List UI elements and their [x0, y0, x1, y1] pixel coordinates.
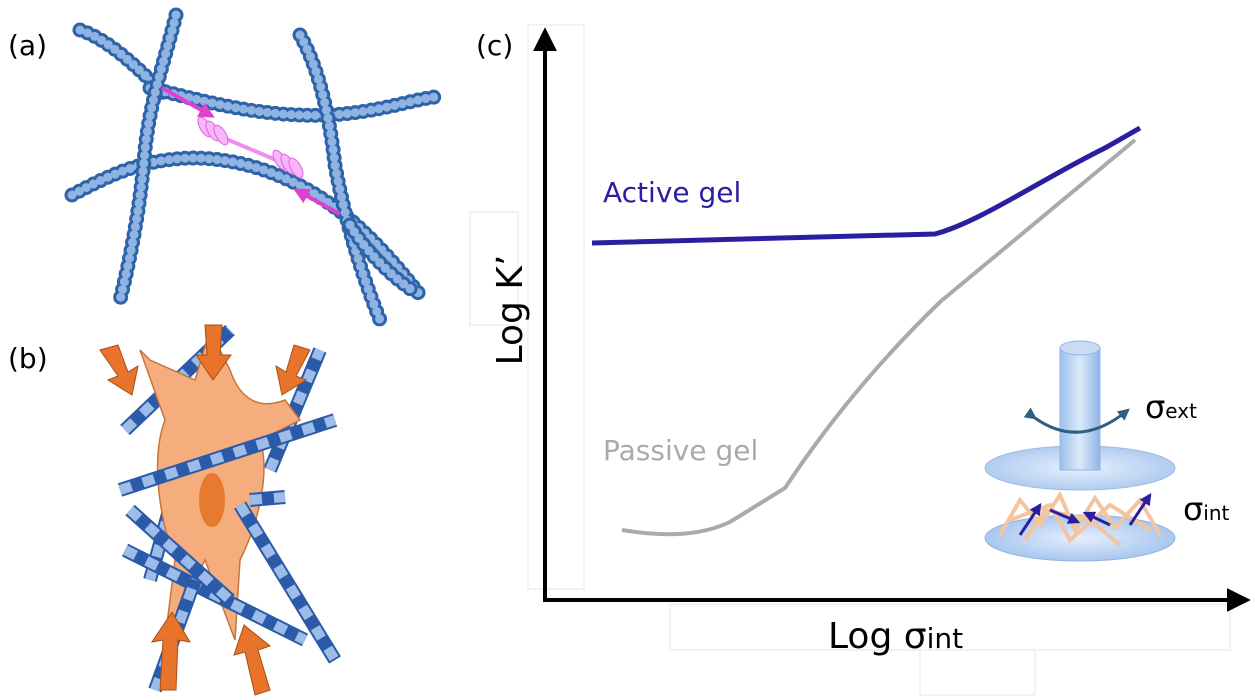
actin-network-shape [67, 153, 425, 300]
rheometer-inset-shape [1059, 347, 1101, 471]
cell-network-shape [249, 492, 286, 505]
plot-shape [469, 211, 519, 326]
rheometer-inset: σext σint [984, 340, 1230, 562]
actin-network-shape [295, 30, 385, 325]
myosin-motor-shape [161, 86, 215, 118]
cell-network-shape-shape [150, 611, 191, 691]
curve-label: Passive gel [603, 434, 758, 467]
actin-network-shape [345, 220, 417, 295]
x-axis-label: Log σint [828, 616, 963, 657]
plot-shape [527, 24, 585, 590]
cell-network-shape-shape [275, 344, 311, 396]
cell-network-shape [117, 413, 338, 497]
passive-curve [621, 138, 1137, 537]
cell-network-shape [263, 347, 327, 473]
curve-label: Active gel [603, 176, 741, 209]
panel-label: (b) [8, 342, 48, 375]
panel-label: (a) [8, 29, 47, 62]
x-axis-label: Log σ [828, 616, 927, 657]
rheometer-inset-shape [1018, 493, 1152, 536]
actin-network [64, 7, 443, 328]
rheometer-inset-shape-shape [1049, 508, 1081, 524]
rheometer-inset-shape-shape [1128, 493, 1152, 526]
rheometer-inset-shape [1023, 407, 1130, 434]
panel-label: (c) [476, 29, 513, 62]
myosin-motor-shape-shape [288, 157, 304, 179]
x-axis-label-sub: int [927, 622, 964, 655]
plot-shape [919, 649, 1036, 696]
plot: Log K’ Log σint Active gel Passive gel [469, 24, 1251, 696]
cell-network-shape-shape [99, 344, 139, 396]
rheometer-inset-shape-shape [1082, 511, 1111, 527]
inset-label: σ [1145, 388, 1165, 426]
myosin-motor [161, 86, 341, 216]
cell-network-shape-shape [233, 624, 272, 696]
cell-network-shape-shape [195, 324, 232, 381]
cell-network-shape [125, 504, 235, 606]
active-curve [591, 125, 1142, 246]
cell-network-shape [199, 473, 225, 527]
cell-network [99, 324, 341, 696]
inset-label: σext [1145, 388, 1197, 426]
actin-network-shape [115, 10, 181, 305]
myosin-motor-shape-shape [213, 124, 229, 146]
inset-label-sub: int [1203, 501, 1229, 525]
inset-label: σint [1183, 490, 1230, 528]
inset-label-sub: ext [1165, 399, 1197, 423]
inset-label: σ [1183, 490, 1203, 528]
rheometer-inset-shape-shape [1018, 503, 1042, 536]
rheometer-inset-shape-shape [998, 490, 1162, 536]
rheometer-inset-shape [1059, 340, 1101, 356]
cell-network-shape [235, 502, 340, 663]
myosin-motor-shape [197, 116, 304, 179]
myosin-motor-shape [293, 188, 341, 216]
y-axis-label: Log K’ [490, 255, 531, 366]
cell-network-shape [99, 324, 311, 696]
